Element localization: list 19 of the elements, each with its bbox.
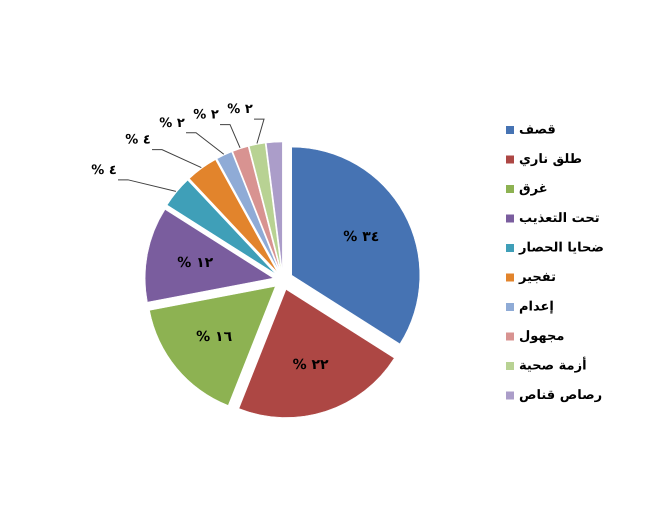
legend-label: طلق ناري bbox=[519, 152, 582, 168]
data-label: ٣٤ % bbox=[343, 228, 380, 245]
legend-label: غرق bbox=[519, 182, 548, 197]
legend-label: قصف bbox=[519, 122, 556, 138]
legend-label: تحت التعذيب bbox=[519, 211, 600, 226]
data-label: ١٦ % bbox=[196, 328, 233, 345]
data-label: ٢٢ % bbox=[292, 356, 330, 373]
data-label: ٢ % bbox=[227, 102, 253, 118]
legend-label: ضحايا الحصار bbox=[518, 240, 604, 256]
legend-label: رصاص قناص bbox=[519, 388, 602, 404]
data-label: ١٢ % bbox=[177, 255, 214, 272]
legend-label: تفجير bbox=[518, 270, 556, 286]
legend-label: مجهول bbox=[519, 329, 564, 344]
data-label: ٤ % bbox=[91, 162, 117, 178]
legend-label: إعدام bbox=[519, 300, 554, 315]
data-label: ٢ % bbox=[159, 116, 185, 131]
legend-label: أزمة صحية bbox=[519, 356, 587, 374]
data-label: ٢ % bbox=[193, 108, 219, 123]
data-label: ٤ % bbox=[125, 132, 151, 148]
